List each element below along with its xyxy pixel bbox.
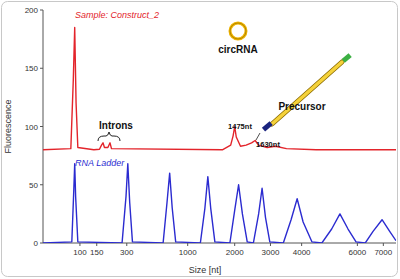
series-label: Sample: Construct_2 bbox=[75, 10, 159, 20]
pointer bbox=[256, 133, 260, 140]
x-tick-label: 300 bbox=[120, 248, 134, 257]
y-tick-label: 200 bbox=[25, 6, 39, 15]
annotation: circRNA bbox=[218, 44, 257, 55]
x-tick bbox=[96, 243, 97, 246]
x-tick-label: 150 bbox=[90, 248, 104, 257]
x-tick bbox=[301, 243, 302, 246]
precursor-icon-end bbox=[262, 121, 273, 131]
precursor-icon bbox=[272, 62, 342, 124]
x-tick bbox=[383, 243, 384, 246]
x-tick bbox=[126, 243, 127, 246]
y-tick-label: 100 bbox=[25, 123, 39, 132]
y-tick bbox=[40, 243, 43, 244]
y-tick bbox=[40, 184, 43, 185]
x-tick bbox=[357, 243, 358, 246]
y-axis-title: Fluorescence bbox=[3, 99, 13, 153]
annotation: Precursor bbox=[278, 101, 325, 112]
x-tick-label: 3000 bbox=[262, 248, 280, 257]
x-tick-label: 7000 bbox=[374, 248, 392, 257]
bracket bbox=[98, 132, 120, 141]
x-tick bbox=[234, 243, 235, 246]
series-label: RNA Ladder bbox=[75, 158, 125, 168]
circ-icon bbox=[230, 23, 246, 39]
trace bbox=[43, 164, 396, 243]
precursor-icon bbox=[272, 62, 342, 124]
y-tick-label: 0 bbox=[34, 239, 39, 248]
x-tick bbox=[270, 243, 271, 246]
annotation: 1475nt bbox=[228, 122, 252, 131]
trace bbox=[43, 27, 396, 149]
annotation: Introns bbox=[99, 120, 133, 131]
y-tick bbox=[40, 126, 43, 127]
y-tick-label: 150 bbox=[25, 64, 39, 73]
x-axis-title: Size [nt] bbox=[189, 265, 222, 275]
circ-icon-outline bbox=[230, 23, 246, 39]
y-tick bbox=[40, 10, 43, 11]
frame bbox=[2, 2, 398, 277]
annotation: 1630nt bbox=[256, 140, 280, 149]
y-tick bbox=[40, 68, 43, 69]
x-tick-label: 6000 bbox=[348, 248, 366, 257]
chart: 0501001502001001503001000200030004000600… bbox=[0, 0, 400, 279]
x-tick-label: 2000 bbox=[226, 248, 244, 257]
x-tick bbox=[187, 243, 188, 246]
x-tick-label: 4000 bbox=[293, 248, 311, 257]
x-tick-label: 100 bbox=[73, 248, 87, 257]
traces bbox=[43, 27, 396, 243]
y-tick-label: 50 bbox=[29, 181, 38, 190]
x-tick bbox=[79, 243, 80, 246]
precursor-icon-end bbox=[342, 53, 352, 63]
x-tick-label: 1000 bbox=[179, 248, 197, 257]
